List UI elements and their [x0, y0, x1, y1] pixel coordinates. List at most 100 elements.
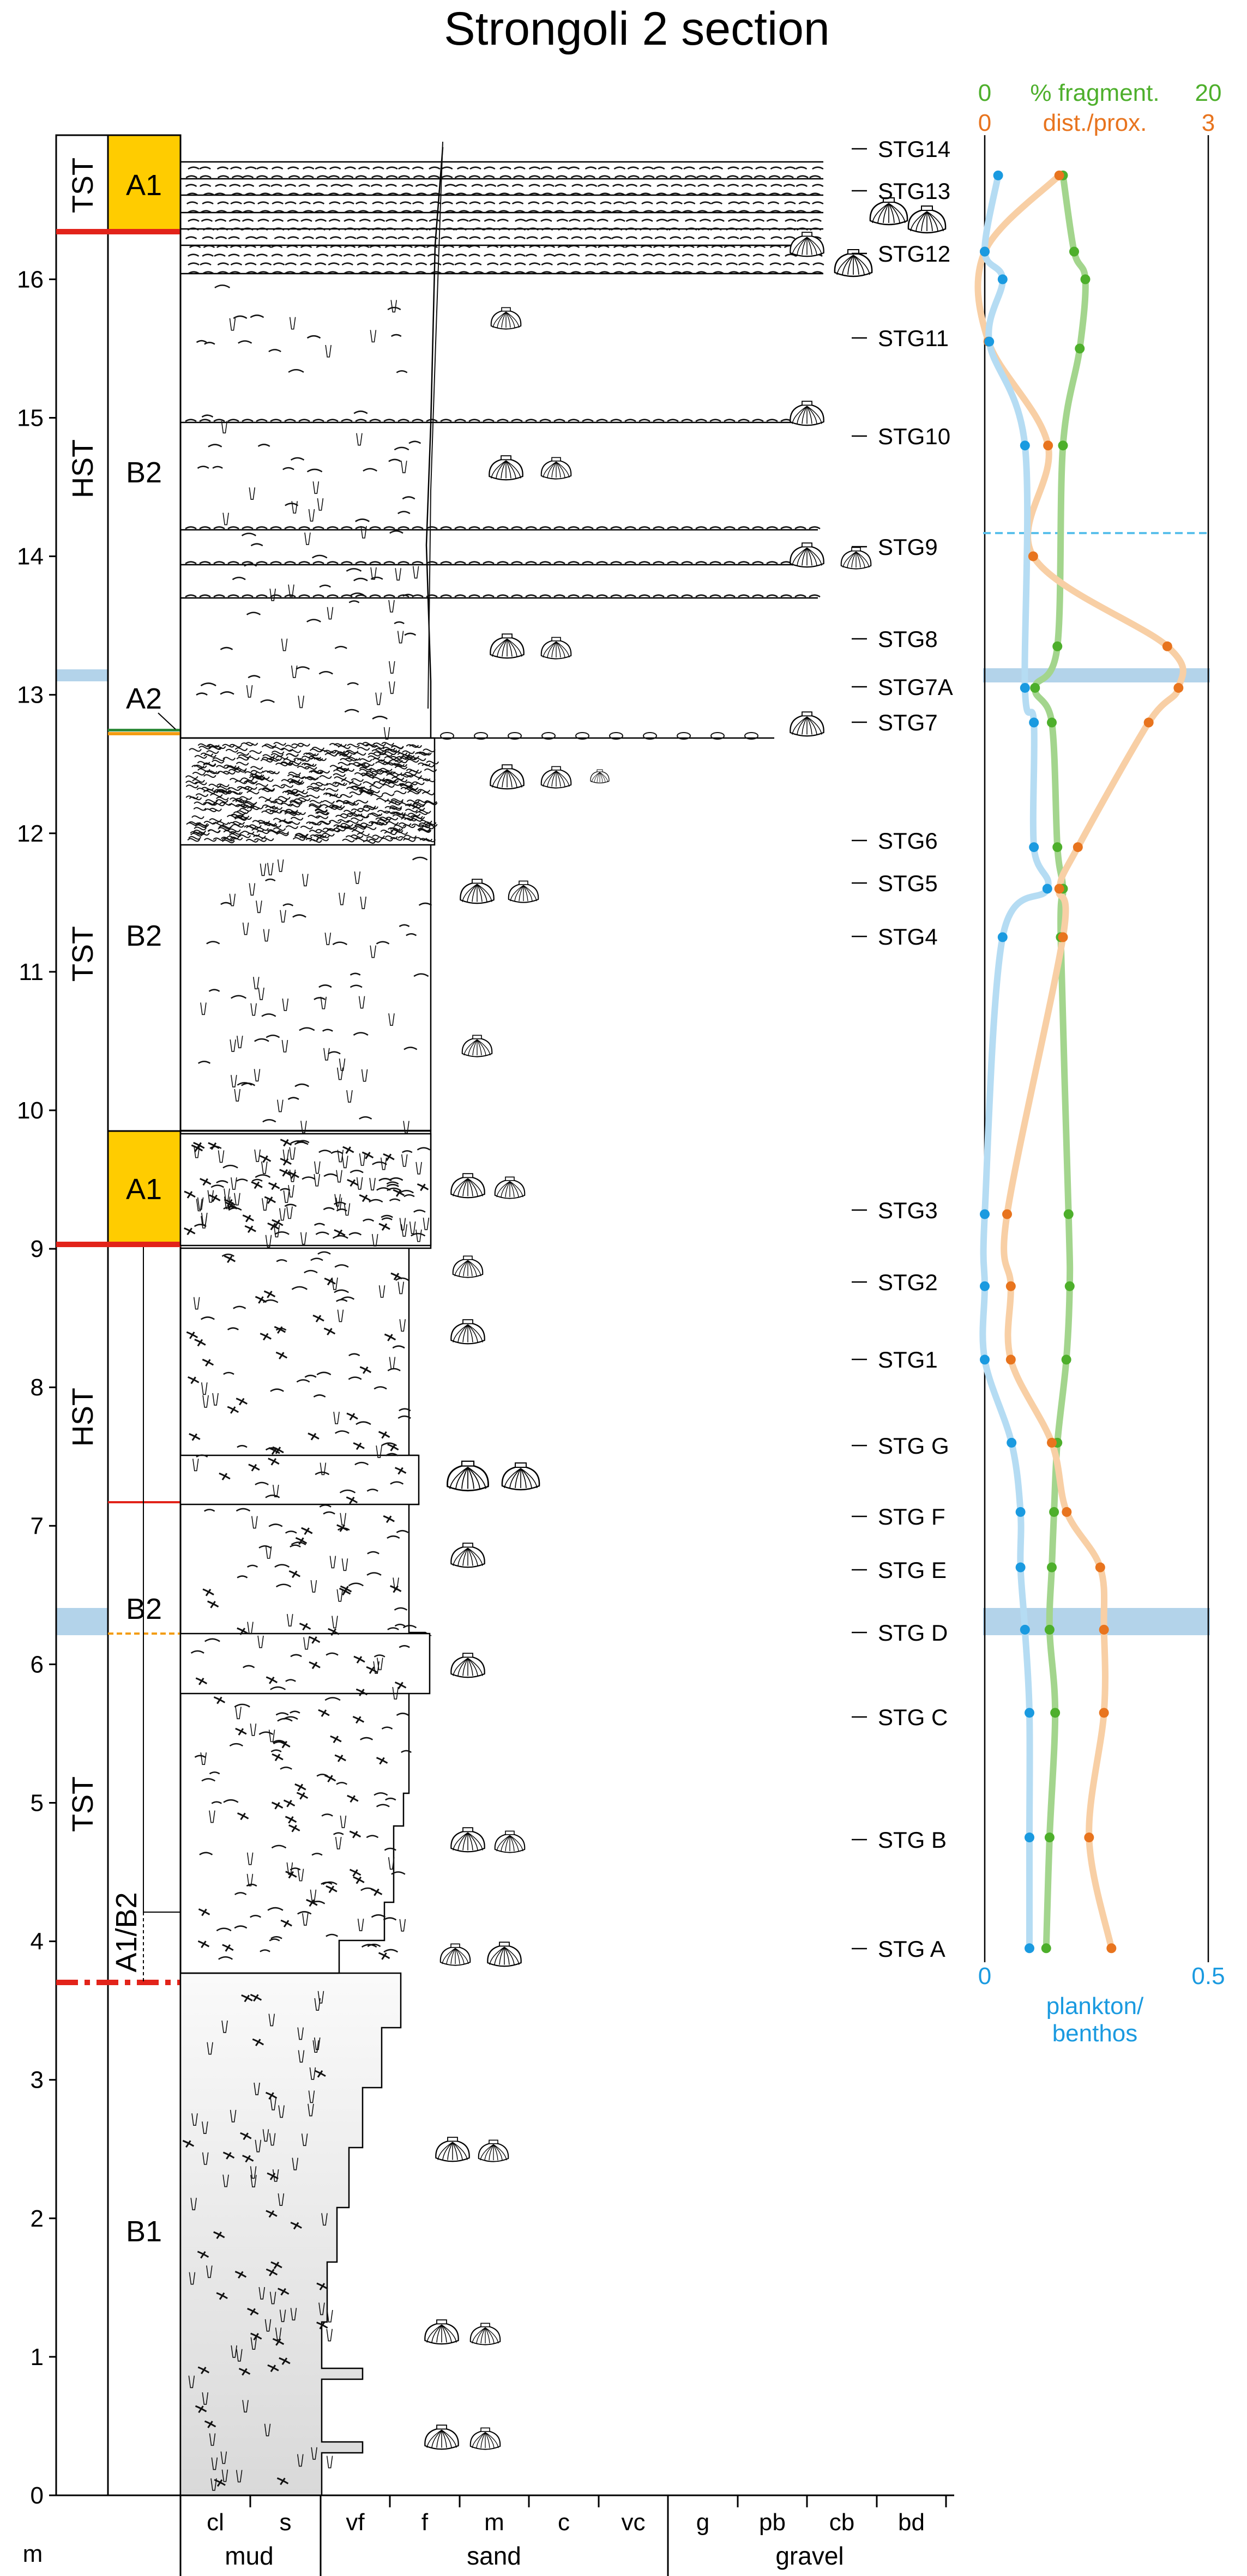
- bivalve-icon: [490, 307, 522, 330]
- band-13m-left: [56, 669, 108, 681]
- bivalve-icon: [590, 769, 610, 784]
- band-6m-left: [56, 1608, 108, 1635]
- depth-tick-label: 3: [31, 2067, 44, 2094]
- bivalve-icon: [840, 547, 872, 570]
- distprox-axis-max: 3: [1202, 110, 1215, 136]
- bivalve-icon: [424, 2424, 459, 2450]
- grain-group-sand: sand: [467, 2542, 521, 2570]
- boundary-9m: [56, 1242, 180, 1247]
- sample-label: STG5: [878, 870, 938, 896]
- sample-label: STG12: [878, 241, 950, 267]
- facies-column: [107, 134, 182, 2496]
- depth-tick-label: 2: [31, 2205, 44, 2232]
- series-point-1-10: [1058, 932, 1068, 942]
- seq-label-tst-bottom: TST: [67, 1776, 99, 1832]
- bivalve-icon: [469, 2427, 501, 2450]
- facies-label-b1: B1: [126, 2215, 162, 2248]
- plankton-axis-min: 0: [978, 1963, 991, 1990]
- depth-tick-label: 16: [17, 266, 44, 293]
- series-point-2-5: [1020, 682, 1030, 693]
- series-point-2-6: [1029, 717, 1039, 728]
- grain-tick-label: cl: [207, 2509, 224, 2536]
- series-point-1-14: [1047, 1437, 1057, 1448]
- series-point-0-12: [1064, 1281, 1075, 1291]
- depth-tick-label: 6: [31, 1651, 44, 1678]
- series-point-2-1: [980, 246, 990, 257]
- lithology-texture: [182, 141, 824, 2491]
- grain-tick-label: g: [696, 2509, 709, 2536]
- series-point-2-2: [997, 274, 1008, 285]
- sample-label: STG4: [878, 924, 938, 950]
- depth-tick-label: 5: [31, 1790, 44, 1817]
- grain-group-mud: mud: [225, 2542, 273, 2570]
- series-point-0-3: [1075, 343, 1085, 354]
- depth-tick-label: 7: [31, 1513, 44, 1539]
- fossil-icons: [424, 197, 947, 2450]
- depth-tick-label: 4: [31, 1928, 44, 1955]
- plankton-axis-title: plankton/benthos: [1046, 1993, 1144, 2047]
- series-point-0-1: [1069, 246, 1079, 257]
- bivalve-icon: [439, 1943, 471, 1966]
- series-point-2-3: [984, 336, 995, 347]
- depth-axis-unit: m: [23, 2541, 43, 2567]
- depth-tick-label: 14: [17, 543, 44, 570]
- facies-subdivisions: [143, 1247, 180, 1982]
- series-point-0-13: [1061, 1354, 1071, 1365]
- seq-label-tst-mid: TST: [67, 926, 99, 982]
- series-point-1-0: [1054, 170, 1064, 180]
- series-point-1-3: [1043, 440, 1053, 451]
- lithology-b1: [179, 1972, 402, 2496]
- bivalve-icon: [790, 401, 824, 426]
- depth-tick-label: 15: [17, 405, 44, 432]
- sample-label: STG F: [878, 1504, 945, 1529]
- series-point-0-16: [1047, 1562, 1057, 1573]
- grain-size-axis: [179, 2494, 954, 2576]
- grain-tick-label: vf: [346, 2509, 365, 2536]
- sample-label: STG11: [878, 325, 949, 351]
- series-point-1-4: [1028, 551, 1038, 561]
- band-13m-right: [983, 668, 1210, 682]
- series-point-0-15: [1049, 1507, 1059, 1517]
- series-point-1-11: [1002, 1209, 1012, 1219]
- lithology-bed-6m: [179, 1632, 431, 1695]
- series-point-1-17: [1099, 1624, 1109, 1635]
- facies-label-a1-top: A1: [126, 169, 162, 202]
- series-point-2-4: [1020, 440, 1030, 451]
- bivalve-icon: [469, 2323, 501, 2345]
- plankton-axis-max: 0.5: [1191, 1963, 1225, 1990]
- series-point-2-13: [1007, 1437, 1017, 1448]
- facies-label-b2-upper: B2: [126, 456, 162, 489]
- seq-label-hst-lower: HST: [67, 1388, 99, 1447]
- bivalve-icon: [435, 2137, 470, 2162]
- series-point-1-5: [1162, 641, 1172, 651]
- series-point-0-19: [1044, 1833, 1055, 1843]
- depth-tick-label: 1: [31, 2344, 44, 2371]
- grain-tick-label: s: [280, 2509, 292, 2536]
- bivalve-icon: [790, 542, 824, 568]
- distprox-axis-title: dist./prox.: [1043, 110, 1147, 136]
- bivalve-icon: [450, 1653, 485, 1678]
- depth-tick-label: 12: [17, 820, 44, 847]
- series-point-2-7: [1029, 842, 1039, 852]
- sample-labels: STG14 STG13 STG12 STG11 STG10 STG9 STG8 STG7A ST…: [852, 136, 953, 1962]
- proxy-plot: [974, 135, 1210, 1962]
- bivalve-icon: [494, 1830, 526, 1853]
- facies-label-b2-lower: B2: [126, 1593, 162, 1625]
- proxy-points: [980, 170, 1184, 1954]
- grain-tick-label: bd: [898, 2509, 925, 2536]
- sample-label: STG B: [878, 1827, 947, 1853]
- sample-label: STG1: [878, 1347, 938, 1372]
- grain-tick-label: pb: [759, 2509, 786, 2536]
- facies-labels: A1 B2 A2 B2 A1 B2 A1/B2 B1: [110, 169, 162, 2248]
- bivalve-icon: [478, 2139, 509, 2162]
- grain-size-groups: mud sand gravel: [225, 2542, 844, 2570]
- sample-label: STG14: [878, 136, 950, 162]
- series-point-2-9: [997, 932, 1008, 942]
- band-6m-right: [983, 1608, 1210, 1635]
- sample-label: STG9: [878, 534, 938, 560]
- bivalve-icon: [790, 232, 824, 257]
- grain-tick-label: vc: [622, 2509, 646, 2536]
- sample-label: STG E: [878, 1557, 947, 1583]
- proxy-axis-labels: 0 % fragment. 20 0 dist./prox. 3 0 0.5 p…: [978, 80, 1225, 2047]
- sample-label: STG7: [878, 710, 938, 735]
